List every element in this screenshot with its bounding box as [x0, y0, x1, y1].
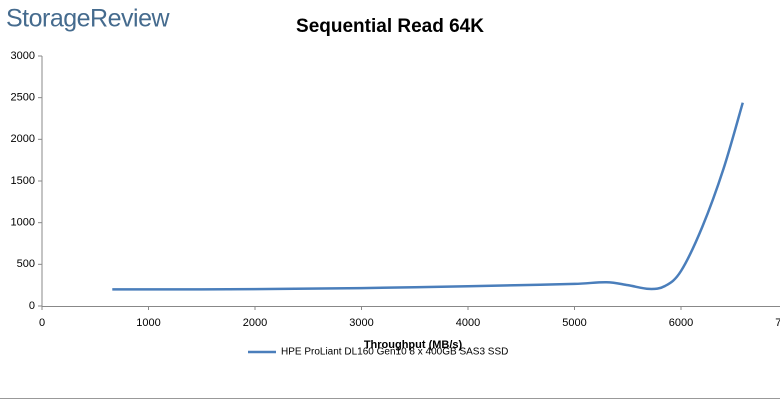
y-tick-label: 3000 — [11, 50, 35, 62]
x-tick-label: 1000 — [136, 317, 160, 329]
x-axis-label: Throughput (MB/s) — [364, 339, 463, 351]
y-tick-label: 0 — [29, 300, 35, 312]
chart-title: Sequential Read 64K — [296, 16, 484, 37]
x-tick-label: 6000 — [669, 317, 693, 329]
y-tick-label: 2500 — [11, 92, 35, 104]
y-tick-label: 2000 — [11, 133, 35, 145]
x-tick-label: 2000 — [243, 317, 267, 329]
x-tick-label: 0 — [39, 317, 45, 329]
brand-logo: StorageReview — [6, 5, 170, 33]
x-tick-label: 3000 — [349, 317, 373, 329]
data-line — [112, 102, 744, 291]
y-tick-label: 500 — [17, 258, 35, 270]
x-tick-label: 5000 — [562, 317, 586, 329]
x-tick-label: 4000 — [456, 317, 480, 329]
x-tick-label: 7000 — [775, 317, 780, 329]
y-tick-label: 1000 — [11, 217, 35, 229]
legend-label: HPE ProLiant DL160 Gen10 8 x 400GB SAS3 … — [281, 347, 508, 358]
y-tick-label: 1500 — [11, 175, 35, 187]
